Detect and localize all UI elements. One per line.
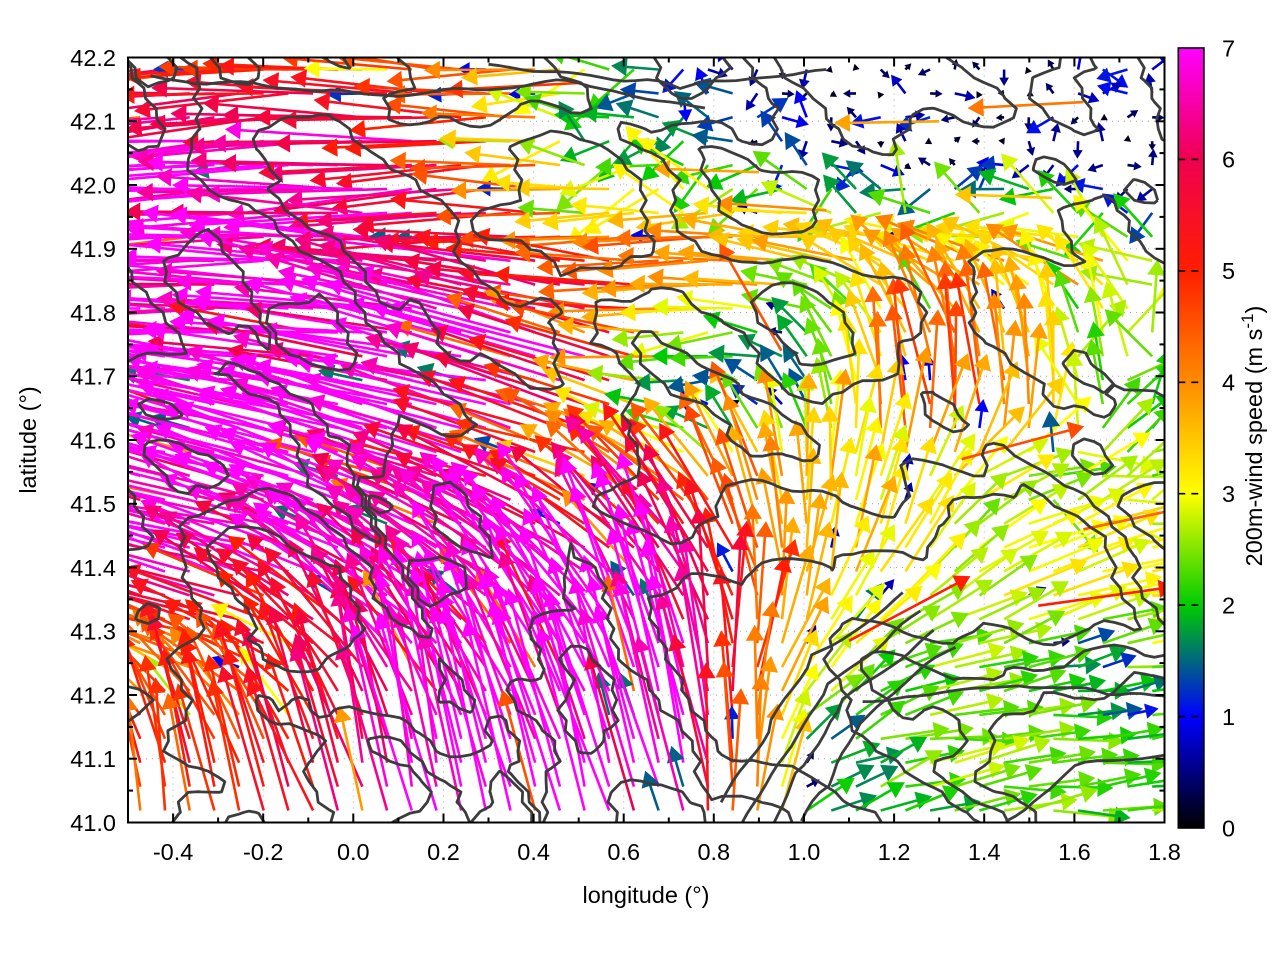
svg-text:0.2: 0.2 [427, 839, 460, 865]
svg-text:42.0: 42.0 [70, 172, 116, 198]
svg-text:0.8: 0.8 [697, 839, 730, 865]
svg-text:7: 7 [1222, 35, 1235, 61]
svg-text:1: 1 [1222, 704, 1235, 730]
svg-text:0: 0 [1222, 815, 1235, 841]
svg-text:longitude (°): longitude (°) [583, 882, 710, 908]
svg-text:1.2: 1.2 [878, 839, 911, 865]
svg-text:3: 3 [1222, 481, 1235, 507]
svg-text:1.8: 1.8 [1148, 839, 1181, 865]
svg-text:41.3: 41.3 [70, 619, 116, 645]
svg-text:41.1: 41.1 [70, 746, 116, 772]
svg-text:-0.4: -0.4 [153, 839, 194, 865]
svg-text:0.0: 0.0 [337, 839, 370, 865]
svg-text:6: 6 [1222, 147, 1235, 173]
svg-text:41.5: 41.5 [70, 491, 116, 517]
svg-text:1.0: 1.0 [788, 839, 821, 865]
svg-text:4: 4 [1222, 370, 1235, 396]
svg-text:0.4: 0.4 [517, 839, 550, 865]
svg-text:41.4: 41.4 [70, 555, 116, 581]
svg-text:42.1: 42.1 [70, 109, 116, 135]
svg-text:41.9: 41.9 [70, 236, 116, 262]
svg-text:41.2: 41.2 [70, 682, 116, 708]
svg-text:41.7: 41.7 [70, 364, 116, 390]
svg-text:41.0: 41.0 [70, 810, 116, 836]
svg-text:-0.2: -0.2 [243, 839, 284, 865]
svg-text:1.4: 1.4 [968, 839, 1001, 865]
svg-text:5: 5 [1222, 258, 1235, 284]
svg-text:41.8: 41.8 [70, 300, 116, 326]
svg-text:200m-wind speed (m s-1): 200m-wind speed (m s-1) [1238, 306, 1267, 567]
svg-text:0.6: 0.6 [607, 839, 640, 865]
svg-text:2: 2 [1222, 592, 1235, 618]
svg-text:latitude (°): latitude (°) [15, 386, 41, 493]
svg-text:42.2: 42.2 [70, 45, 116, 71]
svg-text:41.6: 41.6 [70, 427, 116, 453]
svg-text:1.6: 1.6 [1058, 839, 1091, 865]
